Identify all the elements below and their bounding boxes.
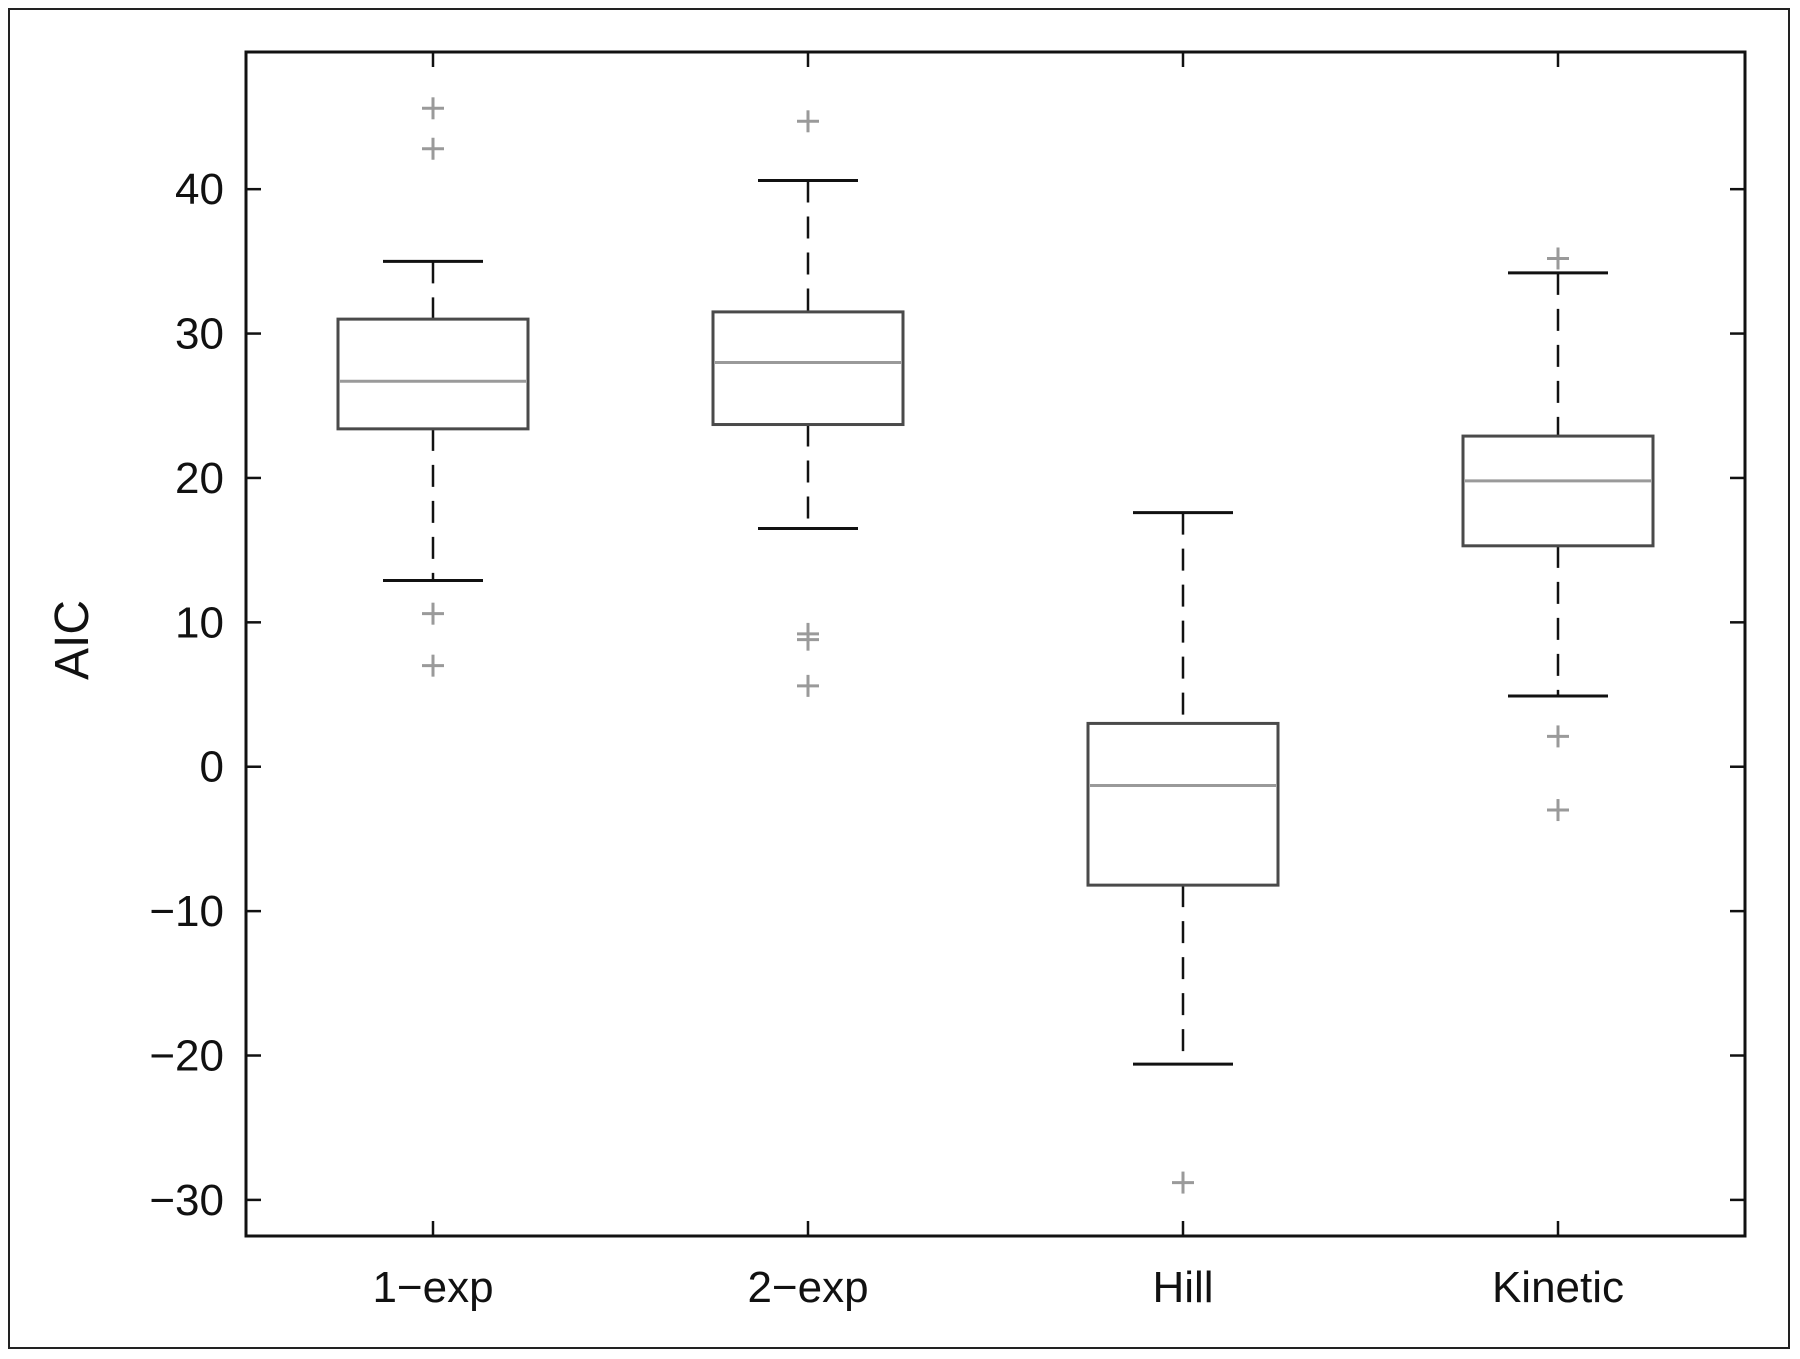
x-tick-label: Kinetic [1492, 1263, 1624, 1312]
y-tick-label: 20 [175, 454, 224, 503]
y-tick-label: 40 [175, 165, 224, 214]
box [711, 310, 905, 427]
outlier-marker [797, 674, 819, 697]
outlier-marker [422, 137, 444, 160]
outlier-marker [797, 110, 819, 133]
outlier-marker [797, 628, 819, 651]
box [336, 317, 530, 431]
outlier-marker [422, 654, 444, 677]
y-axis-title: AIC [46, 600, 99, 680]
outlier-marker [422, 97, 444, 120]
x-tick-label: 2−exp [747, 1263, 868, 1312]
box-group [711, 110, 905, 697]
box-group [336, 97, 530, 677]
outlier-marker [1547, 247, 1569, 270]
plot-border [244, 50, 1747, 1238]
y-tick-label: 30 [175, 310, 224, 359]
y-tick-label: −20 [149, 1032, 224, 1081]
y-tick-label: 0 [200, 743, 224, 792]
box [1086, 721, 1280, 887]
x-tick-label: Hill [1152, 1263, 1213, 1312]
figure-frame [8, 8, 1790, 1349]
y-tick-label: −10 [149, 887, 224, 936]
outlier-marker [1547, 799, 1569, 822]
boxes [336, 97, 1655, 1194]
outlier-marker [1172, 1171, 1194, 1194]
plot-area [244, 50, 1747, 1238]
y-axis: −30 −20 −10 0 10 20 30 40 [149, 165, 1745, 1225]
y-tick-label: −30 [149, 1176, 224, 1225]
x-tick-label: 1−exp [372, 1263, 493, 1312]
outlier-marker [1547, 725, 1569, 748]
box [1461, 434, 1655, 548]
box-group [1461, 247, 1655, 822]
box-group [1086, 511, 1280, 1194]
outlier-marker [422, 602, 444, 625]
x-axis: 1−exp 2−exp Hill Kinetic [372, 52, 1624, 1312]
y-tick-label: 10 [175, 598, 224, 647]
